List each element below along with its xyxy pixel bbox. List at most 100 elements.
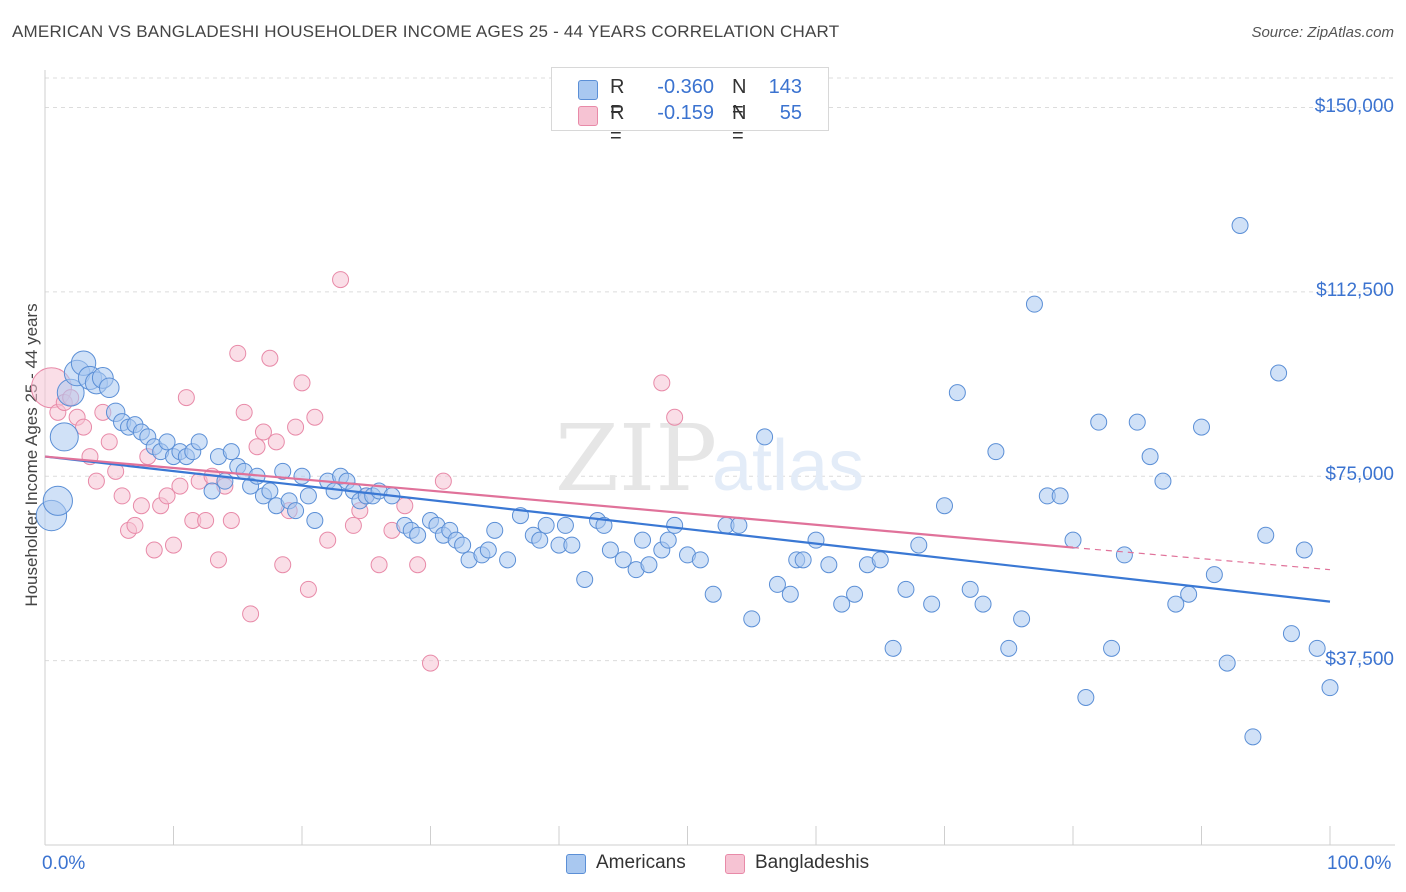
legend-swatch-blue bbox=[578, 80, 598, 100]
american-point bbox=[1115, 546, 1133, 564]
american-point bbox=[1000, 639, 1018, 657]
american-point bbox=[730, 516, 748, 534]
bangladeshi-point bbox=[222, 512, 240, 529]
american-point bbox=[274, 462, 292, 480]
bangladeshi-point bbox=[158, 487, 176, 505]
legend-r-label: R = bbox=[610, 102, 625, 147]
american-point bbox=[948, 384, 966, 402]
bangladeshi-point bbox=[653, 374, 671, 392]
bangladeshis-trend-extension bbox=[1072, 546, 1331, 571]
american-point bbox=[1013, 610, 1031, 628]
american-point bbox=[306, 512, 324, 529]
bangladeshi-point bbox=[197, 512, 215, 529]
bangladeshi-point bbox=[100, 433, 118, 451]
bangladeshi-point bbox=[344, 516, 362, 534]
american-point bbox=[884, 639, 902, 657]
american-point bbox=[1193, 418, 1210, 436]
american-point bbox=[923, 595, 941, 613]
x-tick-label-max: 100.0% bbox=[1327, 853, 1392, 874]
american-point bbox=[987, 443, 1005, 461]
american-point bbox=[479, 541, 497, 559]
legend-r-value: -0.159 bbox=[657, 102, 714, 124]
trend-lines bbox=[44, 455, 1331, 603]
american-point bbox=[756, 428, 774, 446]
american-point bbox=[833, 595, 851, 613]
american-point bbox=[1051, 487, 1069, 505]
correlation-legend: R = -0.360 N = 143 R = -0.159 N = 55 bbox=[551, 67, 829, 147]
american-point bbox=[190, 433, 208, 451]
american-point bbox=[807, 531, 825, 549]
bangladeshi-point bbox=[171, 477, 189, 495]
bangladeshi-point bbox=[113, 487, 131, 505]
bangladeshi-point bbox=[306, 408, 324, 426]
x-tick-label-min: 0.0% bbox=[42, 853, 86, 874]
american-point bbox=[576, 571, 594, 588]
american-point bbox=[1205, 566, 1223, 584]
american-point bbox=[1282, 625, 1300, 643]
american-point bbox=[595, 516, 613, 534]
bangladeshi-point bbox=[248, 438, 266, 456]
american-point bbox=[1308, 639, 1326, 657]
bangladeshi-point bbox=[434, 472, 452, 490]
american-point bbox=[563, 536, 581, 554]
bangladeshi-point bbox=[145, 541, 163, 559]
y-tick-label: $112,500 bbox=[1316, 279, 1394, 301]
american-point bbox=[1295, 541, 1313, 559]
american-point bbox=[409, 526, 427, 544]
american-point bbox=[691, 551, 709, 569]
bangladeshis-swatch bbox=[725, 854, 745, 874]
american-point bbox=[743, 610, 761, 628]
legend-n-value: 55 bbox=[779, 102, 802, 124]
american-point bbox=[1167, 595, 1185, 613]
american-point bbox=[1321, 679, 1339, 697]
american-point bbox=[299, 487, 317, 505]
americans-trend-line bbox=[44, 455, 1331, 603]
american-point bbox=[634, 531, 652, 549]
y-tick-label: $75,000 bbox=[1325, 464, 1394, 486]
watermark-atlas: atlas bbox=[712, 426, 864, 506]
american-point bbox=[1218, 654, 1236, 672]
american-point bbox=[614, 551, 632, 569]
bangladeshi-point bbox=[87, 472, 105, 490]
american-point bbox=[1270, 364, 1288, 382]
bangladeshi-point bbox=[287, 418, 305, 436]
american-point bbox=[1231, 217, 1249, 234]
bangladeshi-point bbox=[254, 423, 272, 441]
american-point bbox=[768, 575, 786, 593]
american-point bbox=[531, 531, 549, 549]
american-point bbox=[1077, 689, 1095, 706]
bangladeshis-label: Bangladeshis bbox=[755, 852, 870, 873]
axes bbox=[44, 70, 1395, 846]
americans-label: Americans bbox=[596, 852, 686, 873]
american-point bbox=[781, 585, 799, 603]
american-point bbox=[936, 497, 953, 515]
american-point bbox=[601, 541, 619, 559]
chart-title: AMERICAN VS BANGLADESHI HOUSEHOLDER INCO… bbox=[12, 22, 840, 41]
american-point bbox=[499, 551, 517, 569]
bangladeshi-point bbox=[293, 374, 311, 392]
bangladeshi-point bbox=[235, 403, 253, 421]
american-point bbox=[1064, 531, 1082, 549]
legend-n-label: N = bbox=[732, 76, 747, 121]
american-point bbox=[666, 516, 684, 534]
bangladeshi-point bbox=[132, 497, 150, 515]
bangladeshi-point bbox=[165, 536, 182, 554]
bangladeshi-point bbox=[75, 418, 93, 436]
american-point bbox=[261, 482, 279, 500]
american-point bbox=[486, 521, 504, 539]
legend-n-value: 143 bbox=[768, 76, 802, 98]
legend-r-label: R = bbox=[610, 76, 625, 121]
american-point bbox=[203, 482, 221, 500]
bangladeshi-point bbox=[299, 580, 317, 598]
american-point bbox=[910, 536, 928, 554]
american-point bbox=[1090, 413, 1108, 431]
american-point bbox=[897, 580, 915, 598]
bangladeshi-point bbox=[319, 531, 337, 549]
american-point bbox=[42, 485, 73, 516]
american-point bbox=[1154, 472, 1172, 490]
legend-n-label: N = bbox=[732, 102, 747, 147]
american-point bbox=[287, 502, 305, 520]
american-point bbox=[1257, 526, 1275, 544]
american-point bbox=[454, 536, 472, 554]
